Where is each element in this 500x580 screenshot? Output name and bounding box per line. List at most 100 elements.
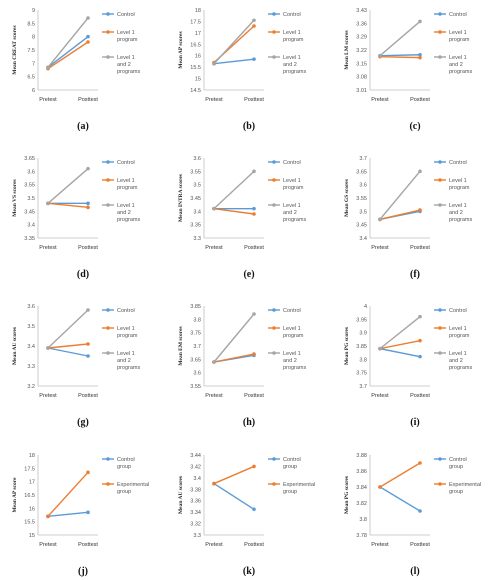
panel-label: (i) [410,417,420,428]
y-tick-label: 3.45 [356,223,367,229]
y-tick-label: 3.7 [193,344,201,350]
y-tick-label: 3.78 [356,533,367,539]
y-tick-label: 8 [32,35,35,41]
data-point [252,212,256,216]
series-line [379,170,421,220]
y-tick-label: 3.85 [356,344,367,350]
x-tick-label: Pretest [205,542,223,548]
y-tick-label: 3.55 [356,196,367,202]
y-tick-label: 3.01 [356,88,367,94]
legend-marker-dot [272,308,276,312]
chart-panel: Mean EM scores 3.55 3.6 3.65 3.7 3.75 3.8 3.85 P… [166,296,332,431]
x-tick-label: Posttest [410,245,430,251]
y-tick-label: 3.8 [193,317,201,323]
series-line [213,482,255,510]
line-chart: Mean GS scores 3.4 3.45 3.5 3.55 3.6 3.65 3.7 Pr… [344,156,472,251]
data-point [212,206,216,211]
series-line [213,19,255,65]
line-chart: Mean LM scores 3.01 3.08 3.15 3.22 3.29 3.36 3.… [344,8,472,103]
legend-marker-dot [106,326,110,330]
legend-label: Control [117,308,135,314]
series-line [47,41,89,70]
legend-label: Level 1 and 2 programs [449,203,472,223]
series-line [47,347,89,357]
x-tick-label: Posttest [244,393,264,399]
panel-label: (f) [410,269,420,280]
x-tick-label: Pretest [39,97,57,103]
y-tick-label: 3.35 [24,236,35,242]
data-point [212,481,216,486]
x-tick-label: Pretest [371,97,389,103]
chart-panel: Mean INTRA scores 3.3 3.35 3.4 3.45 3.5 3.55 3.… [166,148,332,283]
y-tick-label: 3.2 [27,384,35,390]
figure-grid: Mean CREAT scores 6 6.5 7 7.5 8 8.5 9 Pretest Pos… [12,8,481,577]
legend-marker-dot [106,308,110,312]
legend-label: Level 1 program [117,178,138,191]
panel-label: (l) [410,566,420,577]
y-tick-label: 3.5 [27,196,35,202]
series-line [379,54,421,57]
legend-marker-dot [272,12,276,16]
series-line [379,339,421,350]
data-point [46,346,50,350]
y-tick-label: 3.65 [190,357,201,363]
y-tick-label: 3.85 [190,304,201,310]
legend-marker-dot [438,160,442,164]
panel-label: (j) [78,566,88,577]
line-chart: Mean VS scores 3.35 3.4 3.45 3.5 3.55 3.6 3.65 P… [12,156,140,251]
legend-marker-dot [272,55,276,59]
y-tick-label: 3.5 [359,209,367,215]
data-point [86,16,90,20]
series-line [47,36,89,68]
data-point [212,360,216,364]
x-tick-label: Posttest [244,542,264,548]
line-chart: Mean EM scores 3.55 3.6 3.65 3.7 3.75 3.8 3.85 P… [178,304,306,399]
y-tick-label: 3.29 [356,35,367,41]
y-tick-label: 17 [195,31,201,37]
data-point [212,61,216,66]
series-line [47,17,89,68]
x-tick-label: Pretest [39,245,57,251]
y-tick-label: 3.8 [359,517,367,523]
y-tick-label: 3.95 [356,317,367,323]
series-line [213,58,255,65]
y-tick-label: 3.4 [193,209,201,215]
series-line [213,207,255,215]
legend-label: Control [283,160,301,166]
legend-label: Level 1 and 2 programs [449,55,472,75]
legend-label: Control [283,308,301,314]
series-line [379,55,421,59]
y-tick-label: 3.4 [193,476,201,482]
legend-marker-dot [106,482,110,486]
y-tick-label: 3.65 [356,169,367,175]
legend-label: Level 1 program [283,178,304,191]
x-tick-label: Pretest [205,393,223,399]
y-tick-label: 3.44 [190,453,201,459]
y-axis-label: Mean AP scores [178,31,184,68]
data-point [378,346,382,351]
legend-label: Experimental group [449,482,481,495]
legend-label: Level 1 program [449,326,470,339]
legend-marker-dot [438,482,442,486]
data-point [46,65,50,70]
legend-label: Level 1 and 2 programs [117,351,140,371]
y-tick-label: 16 [29,506,35,512]
legend-marker-dot [438,203,442,207]
series-line [379,209,421,221]
legend-marker-dot [438,457,442,461]
series-line [379,347,421,358]
legend-marker-dot [106,55,110,59]
y-tick-label: 3.86 [356,469,367,475]
y-tick-label: 3.55 [190,384,201,390]
y-tick-label: 3.75 [356,371,367,377]
legend-label: Level 1 and 2 programs [283,203,306,223]
y-tick-label: 3.36 [190,499,201,505]
y-tick-label: 3.9 [359,331,367,337]
y-tick-label: 3.88 [356,453,367,459]
y-tick-label: 3.15 [356,61,367,67]
y-tick-label: 3.4 [359,236,367,242]
legend-marker-dot [272,482,276,486]
x-tick-label: Posttest [244,97,264,103]
x-tick-label: Pretest [205,97,223,103]
data-point [418,55,422,60]
